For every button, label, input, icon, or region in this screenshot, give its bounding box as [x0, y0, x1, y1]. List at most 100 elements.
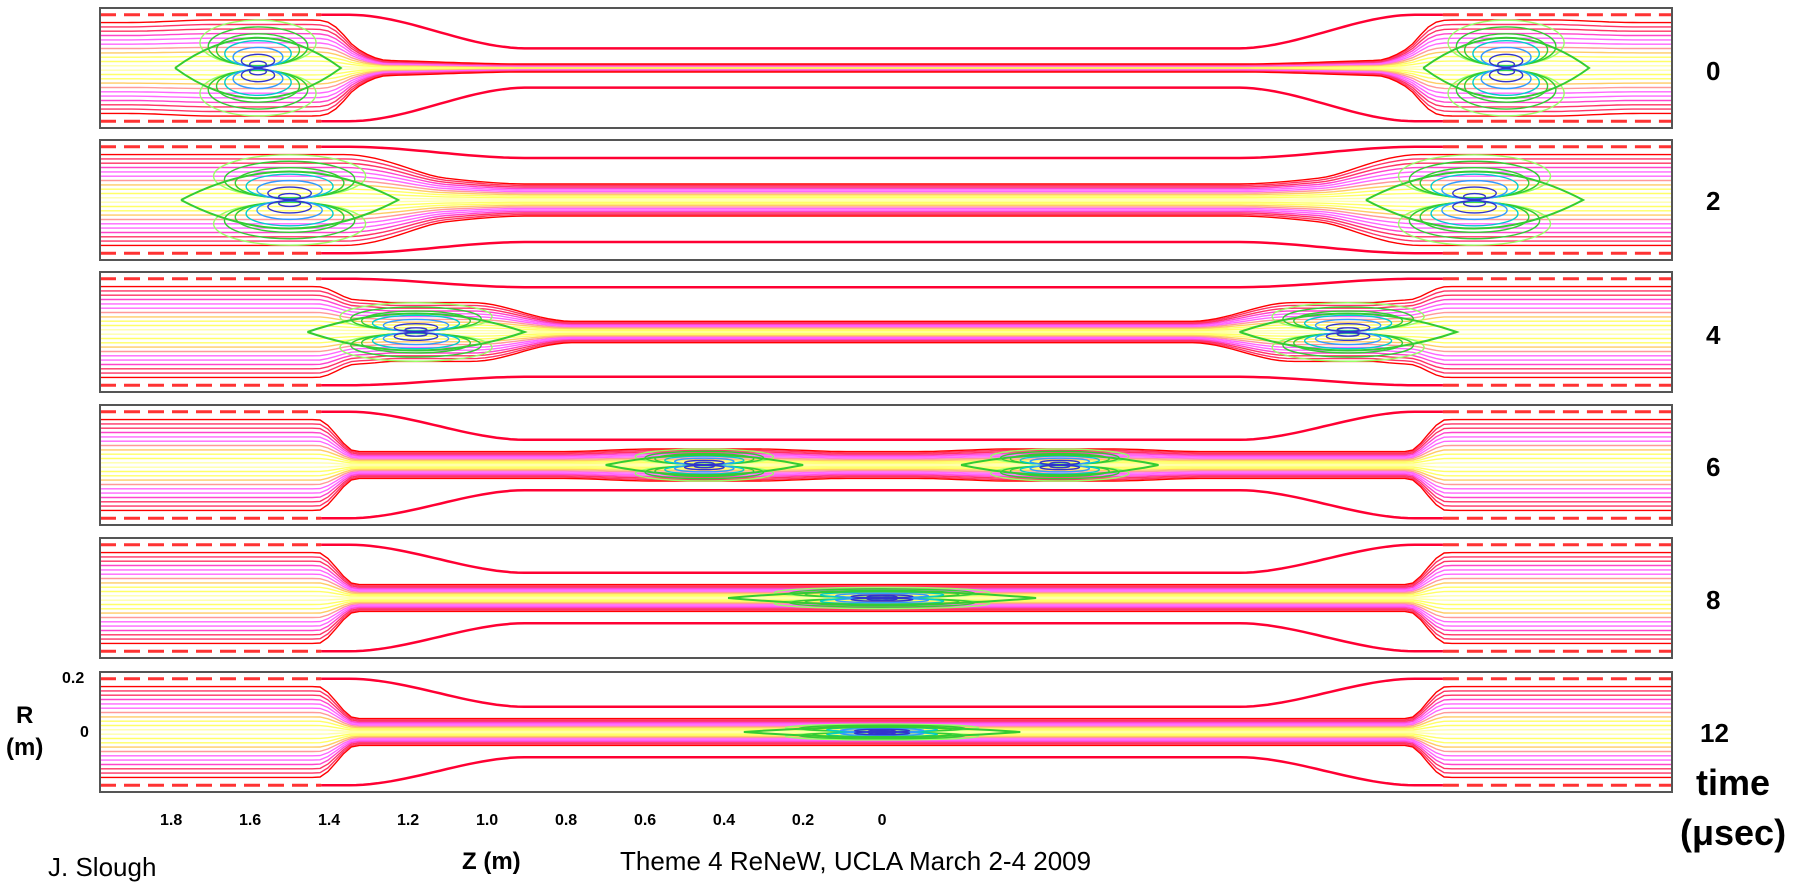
- field-line: [100, 201, 1672, 208]
- panel-6-field: [100, 410, 1672, 520]
- field-line: [100, 19, 1672, 65]
- field-line: [100, 742, 1672, 770]
- field-line: [100, 331, 1672, 335]
- r-tick-0.2: 0.2: [62, 670, 85, 687]
- panel-frame: [99, 271, 1673, 393]
- panel-frame: [99, 671, 1673, 793]
- z-tick-1.2: 1.2: [396, 812, 420, 829]
- flux-contour: [1455, 26, 1557, 67]
- field-line: [100, 740, 1672, 766]
- flux-contour: [223, 160, 356, 199]
- compression-wall: [321, 488, 1443, 520]
- field-line: [100, 209, 1672, 229]
- time-label-0: 0: [1706, 56, 1721, 86]
- field-line: [100, 477, 1672, 512]
- flux-contour: [1049, 464, 1071, 469]
- field-line: [100, 744, 1672, 779]
- field-line: [100, 453, 1672, 463]
- field-line: [100, 698, 1672, 724]
- time-label-6: 6: [1706, 452, 1721, 482]
- field-line: [100, 204, 1672, 216]
- flux-contour: [1408, 160, 1541, 199]
- z-tick-1.6: 1.6: [238, 812, 262, 829]
- field-line: [100, 153, 1672, 185]
- panel-0-field: [100, 13, 1672, 123]
- panel-frame: [99, 404, 1673, 526]
- r-tick-0: 0: [80, 724, 89, 741]
- field-line: [100, 468, 1672, 481]
- o-point-0: [727, 586, 1037, 610]
- panel-2-field: [100, 145, 1672, 255]
- field-line: [100, 329, 1672, 333]
- field-line: [100, 197, 1672, 200]
- compression-wall: [321, 755, 1443, 787]
- field-line: [100, 158, 1672, 187]
- flux-contour: [1408, 201, 1541, 240]
- time-label-8: 8: [1706, 585, 1721, 615]
- flux-contour: [248, 60, 267, 69]
- z-tick-1.4: 1.4: [317, 812, 341, 829]
- field-line: [100, 332, 1672, 340]
- field-line: [100, 457, 1672, 464]
- field-line: [100, 342, 1672, 379]
- author-credit: J. Slough: [48, 852, 157, 882]
- flux-contour: [223, 201, 356, 240]
- flux-contour: [278, 199, 302, 208]
- field-line: [100, 569, 1672, 591]
- z-tick-0.6: 0.6: [633, 812, 657, 829]
- flux-contour: [1455, 69, 1557, 110]
- field-line: [100, 290, 1672, 323]
- field-line: [100, 462, 1672, 466]
- panel-8-field: [100, 543, 1672, 653]
- field-line: [100, 162, 1672, 188]
- flux-contour: [1497, 60, 1516, 69]
- flux-contour: [248, 67, 267, 76]
- panel-frame: [99, 7, 1673, 129]
- panel-12-field: [100, 677, 1672, 787]
- panel-frame: [99, 139, 1673, 261]
- flux-contour: [867, 729, 897, 734]
- compression-wall: [321, 543, 1443, 575]
- z-tick-1.0: 1.0: [475, 812, 499, 829]
- field-line: [100, 213, 1672, 242]
- field-line: [100, 192, 1672, 199]
- field-line: [100, 210, 1672, 234]
- separatrix: [1365, 170, 1586, 230]
- separatrix: [180, 170, 401, 230]
- field-line: [100, 212, 1672, 238]
- field-line: [100, 476, 1672, 507]
- field-line: [100, 743, 1672, 774]
- compression-wall: [321, 240, 1443, 255]
- flux-contour: [207, 69, 309, 110]
- o-point-1: [1365, 154, 1586, 246]
- panel-8: [99, 537, 1673, 659]
- time-axis-label: time (μsec): [1680, 762, 1787, 853]
- compression-wall: [321, 410, 1443, 442]
- flux-contour: [404, 331, 428, 337]
- panel-frame: [99, 537, 1673, 659]
- field-line: [100, 449, 1672, 462]
- z-tick-0.8: 0.8: [554, 812, 578, 829]
- o-point-1: [960, 448, 1159, 482]
- flux-contour: [207, 26, 309, 67]
- o-point-1: [1422, 19, 1591, 117]
- field-line: [100, 436, 1672, 458]
- compression-wall: [321, 145, 1443, 160]
- separatrix: [960, 453, 1159, 477]
- panel-4-field: [100, 277, 1672, 387]
- flux-contour: [1462, 199, 1487, 208]
- z-axis-label: Z (m): [462, 848, 521, 875]
- field-line: [100, 473, 1672, 499]
- field-line: [100, 605, 1672, 627]
- flux-contour: [865, 595, 899, 600]
- separatrix: [727, 590, 1037, 606]
- panel-0: [99, 7, 1673, 129]
- z-tick-1.8: 1.8: [159, 812, 183, 829]
- compression-wall: [321, 277, 1443, 289]
- compression-wall: [321, 375, 1443, 387]
- field-line: [100, 341, 1672, 374]
- field-line: [100, 470, 1672, 486]
- field-line: [100, 464, 1672, 468]
- field-line: [100, 472, 1672, 494]
